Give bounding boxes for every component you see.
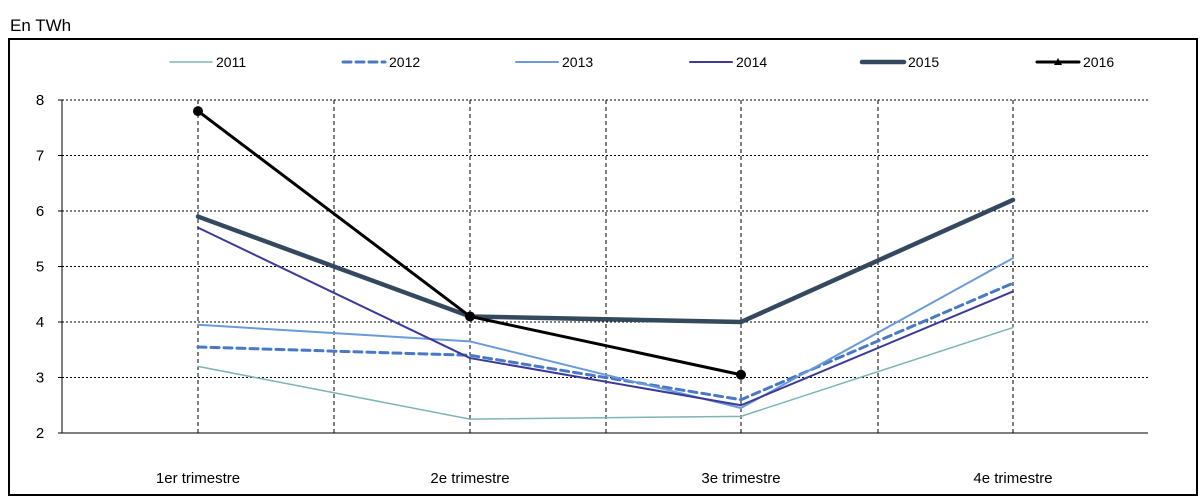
legend-label-2014: 2014 [736,54,767,70]
legend-label-2015: 2015 [908,54,939,70]
data-point-2016 [193,106,203,117]
legend-marker-2016 [1054,58,1062,65]
data-point-2016 [465,311,475,322]
y-tick-label: 6 [36,203,44,220]
unit-label: En TWh [10,16,72,35]
legend-label-2013: 2013 [562,54,593,70]
series-lines [193,106,1016,420]
y-tick-label: 8 [36,92,44,109]
series-line-2011 [197,326,1014,420]
chart-frame [8,38,1198,496]
x-tick-label: 2e trimestre [430,470,509,487]
x-axis-ticks: 1er trimestre 2e trimestre 3e trimestre 4e … [156,470,1053,487]
series-line-2014 [197,226,1014,407]
y-tick-label: 7 [36,148,44,165]
series-line-2012 [196,281,1015,402]
y-axis-ticks: 2 3 4 5 6 7 8 [36,92,62,442]
legend-label-2012: 2012 [389,54,420,70]
y-tick-label: 4 [36,314,44,331]
series-line-2013 [197,257,1014,410]
y-tick-label: 5 [36,259,44,276]
legend-label-2016: 2016 [1083,54,1114,70]
legend-label-2011: 2011 [216,54,246,70]
grid [62,99,1148,433]
legend: 2011 2012 2013 2014 2015 2016 [169,54,1114,70]
x-tick-label: 1er trimestre [156,470,240,487]
axes [61,100,1148,434]
y-tick-label: 3 [36,370,44,387]
series-line-2015 [195,197,1016,325]
y-tick-label: 2 [36,425,44,442]
data-point-2016 [736,369,746,380]
x-tick-label: 3e trimestre [701,470,780,487]
x-tick-label: 4e trimestre [973,470,1052,487]
